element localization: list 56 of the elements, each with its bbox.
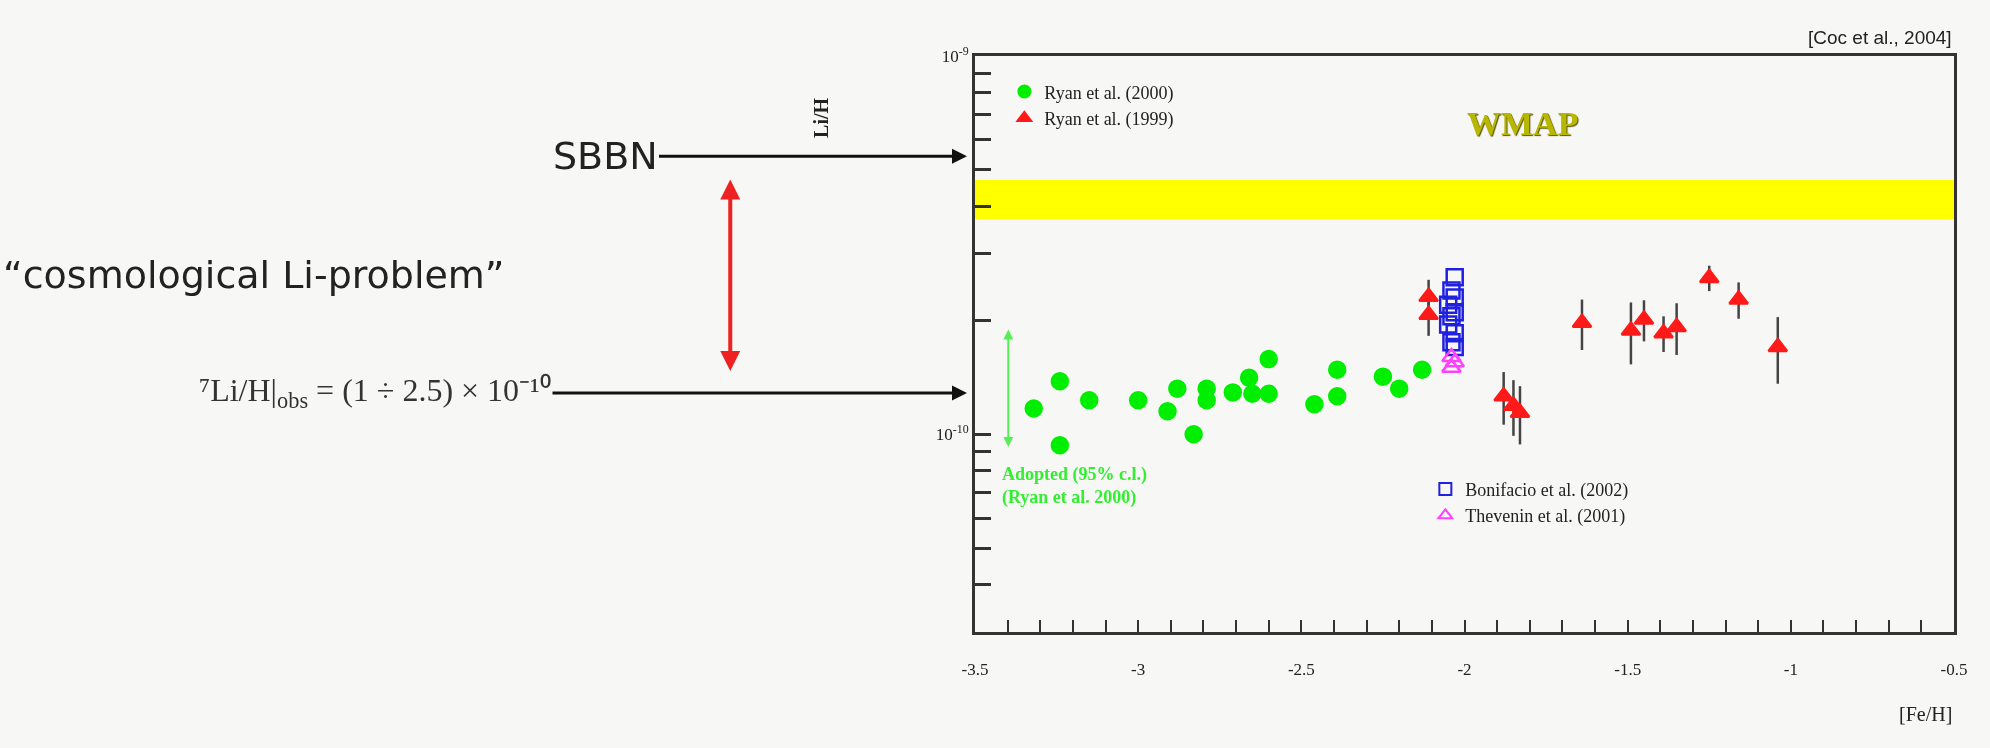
point (1440, 347, 1462, 363)
point (1327, 387, 1347, 406)
point (1438, 315, 1458, 334)
point (1445, 268, 1464, 287)
point (1445, 323, 1464, 343)
x-tick-label: -1 (1783, 660, 1798, 680)
x-tick-label: -1.5 (1614, 660, 1642, 680)
point (1571, 313, 1593, 329)
point (1050, 372, 1070, 391)
point (1445, 288, 1464, 307)
point (1128, 390, 1148, 410)
point (1259, 384, 1278, 403)
point (1024, 399, 1043, 418)
point (1305, 395, 1324, 414)
legend-label: Ryan et al. (2000) (1044, 82, 1174, 104)
annotation: Adopted (95% c.l.) (Ryan et al. 2000) (1002, 464, 1147, 509)
text: ⁷Li/H|$_{obs}$ = (1 ÷ 2.5) × 10⁻¹⁰ (199, 372, 551, 413)
point (1168, 379, 1187, 398)
point (1184, 424, 1203, 444)
x-tick-label: -2.5 (1287, 660, 1315, 680)
point (1158, 402, 1177, 421)
point (1327, 360, 1347, 380)
x-tick-label: -2 (1457, 660, 1472, 680)
legend-label: Thevenin et al. (2001) (1465, 506, 1626, 528)
point (1243, 384, 1262, 403)
point (1373, 367, 1393, 386)
point (1444, 352, 1466, 368)
point (1442, 307, 1461, 326)
band-label: WMAP (1467, 105, 1579, 142)
point (1653, 323, 1675, 339)
text: SBBN (553, 134, 658, 178)
point (1666, 317, 1688, 333)
x-tick-label: -3 (1131, 660, 1146, 680)
point (1438, 295, 1458, 314)
point (1223, 383, 1243, 402)
point (1389, 379, 1409, 398)
point (1259, 349, 1278, 369)
point (1239, 368, 1259, 388)
point (1445, 303, 1464, 322)
legend-label: Bonifacio et al. (2002) (1465, 479, 1629, 501)
text: [Coc et al., 2004] (1808, 27, 1952, 48)
point (1442, 281, 1461, 300)
point (1050, 436, 1070, 455)
y-tick-label: 10$^{-9}$ (941, 43, 969, 66)
point (1698, 268, 1720, 284)
text: Li/H (810, 97, 833, 138)
point (1442, 333, 1461, 352)
legend-label: Ryan et al. (1999) (1044, 108, 1174, 130)
x-tick-label: -3.5 (961, 660, 989, 680)
x-axis-title: [Fe/H] (1899, 703, 1953, 725)
point (1412, 360, 1432, 380)
x-tick-label: -0.5 (1940, 660, 1968, 680)
text: “cosmological Li-problem” (3, 253, 505, 297)
point (1079, 390, 1099, 410)
y-tick-label: 10$^{-10}$ (935, 422, 969, 445)
point (1767, 337, 1789, 353)
